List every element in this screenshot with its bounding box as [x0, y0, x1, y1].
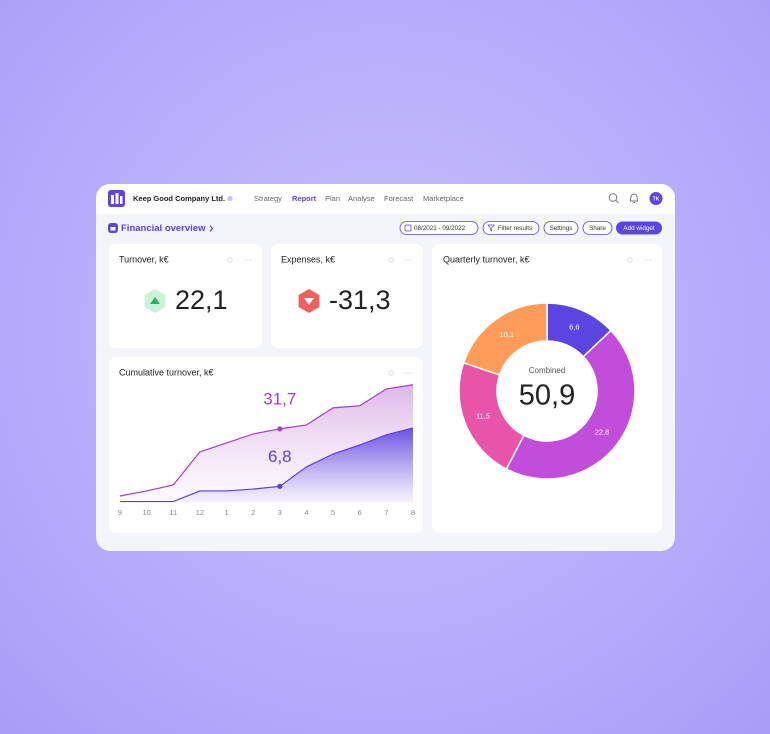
slice	[462, 302, 548, 376]
chevron	[209, 225, 214, 232]
x-tick-label: 3	[278, 508, 282, 517]
calendar-icon	[404, 224, 412, 232]
more-icon[interactable]	[249, 259, 251, 261]
settings-icon[interactable]	[388, 370, 394, 376]
page-title[interactable]: Financial overview	[121, 223, 206, 234]
button-label: Settings	[550, 225, 573, 232]
more-icon[interactable]	[404, 259, 406, 261]
area	[120, 427, 413, 502]
kpi-value: -31,3	[329, 285, 391, 315]
value-label: 31,7	[263, 389, 296, 408]
x-tick-label: 9	[118, 508, 122, 517]
button-label: Add widget	[623, 225, 654, 232]
slice	[505, 329, 636, 480]
more-icon[interactable]	[643, 259, 645, 261]
line	[120, 427, 414, 503]
widget-title: Expenses, k€	[281, 254, 335, 264]
center-label: Combined	[529, 366, 565, 375]
widget-title: Quarterly turnover, k€	[443, 254, 530, 264]
nav-item[interactable]: Plan	[325, 194, 340, 203]
logo	[108, 190, 125, 207]
widget-title: Turnover, k€	[119, 254, 169, 264]
settings-icon[interactable]	[388, 257, 394, 263]
button-label: Share	[589, 225, 606, 232]
x-tick-label: 8	[411, 508, 415, 517]
filter-icon	[487, 224, 495, 232]
button[interactable]	[616, 221, 662, 235]
more-icon[interactable]	[407, 259, 409, 261]
more-icon[interactable]	[410, 372, 412, 374]
company-name: Keep Good Company Ltd.	[133, 194, 225, 203]
more-icon[interactable]	[410, 259, 412, 261]
card	[109, 244, 262, 348]
button-label: 08/2021 - 09/2022	[414, 225, 466, 232]
button[interactable]	[399, 221, 479, 235]
card-content: Turnover, k€ 22,1 Expenses, k€ -31,3 Cumulat…	[118, 254, 651, 517]
kpi-value: 22,1	[175, 285, 228, 315]
verified-badge	[227, 195, 233, 202]
nav-item[interactable]: Marketplace	[423, 194, 464, 203]
card	[432, 244, 662, 533]
overview-icon	[108, 223, 118, 233]
x-tick-label: 12	[196, 508, 204, 517]
slice-label: 10,1	[499, 330, 514, 339]
toolbar: 08/2021 - 09/2022 Filter results Settings S…	[399, 221, 662, 235]
value-label: 6,8	[268, 447, 292, 466]
button[interactable]	[543, 221, 579, 235]
button[interactable]	[582, 221, 613, 235]
point	[277, 426, 283, 432]
settings-icon[interactable]	[227, 257, 233, 263]
avatar[interactable]	[649, 192, 663, 205]
slice-label: 11,5	[476, 412, 490, 421]
nav-item[interactable]: Analyse	[348, 194, 375, 203]
more-icon[interactable]	[407, 372, 409, 374]
x-tick-label: 4	[304, 508, 308, 517]
x-tick-label: 7	[384, 508, 388, 517]
x-tick-label: 11	[169, 508, 177, 517]
x-tick-label: 10	[142, 508, 150, 517]
x-tick-label: 5	[331, 508, 335, 517]
more-icon[interactable]	[246, 259, 248, 261]
nav-item[interactable]: Report	[292, 194, 317, 203]
top-bar	[96, 184, 675, 214]
slice-label: 22,8	[595, 428, 610, 437]
card	[271, 244, 423, 348]
button-label: Filter results	[498, 225, 532, 232]
center-value: 50,9	[519, 380, 575, 412]
widget-title: Cumulative turnover, k€	[119, 367, 214, 377]
more-icon[interactable]	[646, 259, 648, 261]
trend-arrow	[150, 297, 160, 304]
point	[277, 483, 283, 489]
more-icon[interactable]	[404, 372, 406, 374]
settings-icon[interactable]	[627, 257, 633, 263]
avatar-initials: TK	[653, 196, 660, 202]
slice-label: 6,6	[569, 323, 579, 332]
more-icon[interactable]	[243, 259, 245, 261]
nav: Strategy Report Plan Analyse Forecast Marketp…	[254, 194, 464, 203]
button[interactable]	[482, 221, 540, 235]
more-icon[interactable]	[649, 259, 651, 261]
nav-item[interactable]: Strategy	[254, 194, 282, 203]
x-tick-label: 1	[224, 508, 228, 517]
x-tick-label: 2	[251, 508, 255, 517]
line	[119, 384, 414, 497]
nav-item[interactable]: Forecast	[384, 194, 414, 203]
bell-icon[interactable]	[629, 193, 639, 203]
x-tick-label: 6	[358, 508, 362, 517]
trend-arrow	[304, 298, 314, 305]
search-icon[interactable]	[608, 193, 619, 204]
